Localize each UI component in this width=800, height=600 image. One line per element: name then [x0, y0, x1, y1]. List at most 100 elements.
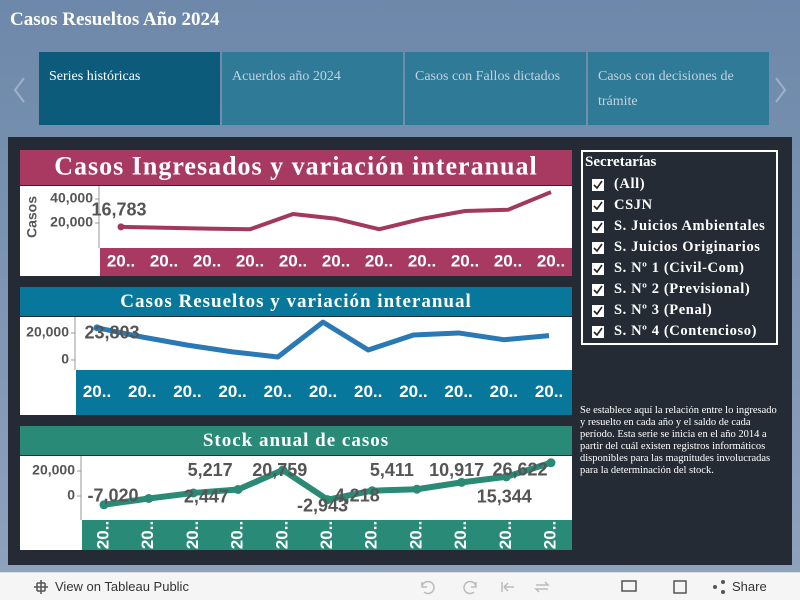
y-axis-label: Casos [24, 196, 40, 238]
x-tick-label: 20.. [490, 382, 518, 401]
data-point [457, 477, 467, 487]
y-tick-label: 20,000 [26, 324, 69, 340]
data-label: -2,943 [297, 495, 348, 515]
x-tick-label: 20.. [150, 251, 178, 270]
filter-label: S. Nº 2 (Previsional) [614, 281, 751, 297]
x-tick-label: 20.. [264, 382, 292, 401]
x-tick-label: 20.. [138, 521, 157, 549]
data-label: 15,344 [477, 487, 532, 507]
y-tick-label: 20,000 [50, 214, 93, 230]
filter-item[interactable]: (All) [585, 174, 774, 195]
x-tick-label: 20.. [322, 251, 350, 270]
x-tick-label: 20.. [408, 251, 436, 270]
data-label: 20,759 [252, 460, 307, 480]
filter-item[interactable]: S. Nº 1 (Civil-Com) [585, 258, 774, 279]
view-link[interactable]: View on Tableau Public [55, 579, 189, 594]
data-point [99, 500, 109, 510]
data-label: 4,218 [335, 485, 380, 505]
x-tick-label: 20.. [93, 521, 112, 549]
data-point [367, 486, 377, 496]
data-point [278, 465, 288, 475]
x-tick-label: 20.. [494, 251, 522, 270]
data-point [117, 223, 125, 231]
charts: Casos Ingresados y variación interanual 2… [20, 150, 572, 550]
data-point [546, 458, 556, 468]
data-label: 5,411 [370, 460, 414, 480]
prev-arrow[interactable] [12, 76, 28, 104]
x-tick-label: 20.. [537, 251, 565, 270]
category-bar [100, 248, 572, 276]
checkbox[interactable] [592, 241, 604, 254]
x-tick-label: 20.. [317, 521, 336, 549]
category-bar [82, 520, 572, 550]
filter-item[interactable]: S. Juicios Ambientales [585, 216, 774, 237]
data-label: 2,447 [184, 487, 229, 507]
checkbox[interactable] [592, 325, 604, 338]
x-tick-label: 20.. [236, 251, 264, 270]
data-label: -7,020 [87, 486, 138, 506]
data-point [412, 484, 422, 494]
filter-item[interactable]: S. Nº 2 (Previsional) [585, 279, 774, 300]
chart-title: Casos Ingresados y variación interanual [54, 151, 537, 180]
x-tick-label: 20.. [183, 521, 202, 549]
filter-label: S. Nº 4 (Contencioso) [614, 323, 758, 339]
data-label: 26,622 [492, 459, 547, 479]
x-tick-label: 20.. [451, 251, 479, 270]
checkbox[interactable] [592, 304, 604, 317]
filter-item[interactable]: S. Juicios Originarios [585, 237, 774, 258]
filter-label: S. Nº 1 (Civil-Com) [614, 260, 745, 276]
data-point [501, 472, 511, 482]
filter: Secretarías (All) CSJN S. Juicios Ambienta… [581, 150, 778, 345]
data-label: 23,803 [84, 323, 139, 343]
x-tick-label: 20.. [228, 521, 247, 549]
tab[interactable]: Casos con decisiones de trámite [588, 52, 769, 125]
data-point [188, 488, 198, 498]
chart-title-bar [20, 287, 572, 316]
filter-label: S. Juicios Ambientales [614, 218, 766, 234]
tab[interactable]: Acuerdos año 2024 [222, 52, 403, 125]
x-tick-label: 20.. [362, 521, 381, 549]
share-button[interactable]: Share [732, 579, 767, 594]
checkbox[interactable] [592, 220, 604, 233]
x-tick-label: 20.. [83, 382, 111, 401]
tab[interactable]: Casos con Fallos dictados [405, 52, 586, 125]
x-tick-label: 20.. [535, 382, 563, 401]
x-tick-label: 20.. [540, 521, 559, 549]
chart-title-bar [20, 426, 572, 455]
y-tick-label: 0 [61, 351, 69, 367]
checkbox[interactable] [592, 178, 604, 191]
tab[interactable]: Series históricas [39, 52, 220, 125]
filter-label: S. Nº 3 (Penal) [614, 302, 713, 318]
x-tick-label: 20.. [354, 382, 382, 401]
x-tick-label: 20.. [451, 521, 470, 549]
checkbox[interactable] [592, 283, 604, 296]
filter-item[interactable]: CSJN [585, 195, 774, 216]
data-point [323, 495, 332, 505]
x-tick-label: 20.. [272, 521, 291, 549]
data-point [93, 324, 101, 332]
data-point [233, 484, 243, 494]
checkbox[interactable] [592, 199, 604, 212]
x-tick-label: 20.. [218, 382, 246, 401]
x-tick-label: 20.. [107, 251, 135, 270]
next-arrow[interactable] [772, 76, 788, 104]
data-point [144, 494, 154, 503]
x-tick-label: 20.. [309, 382, 337, 401]
filter-label: CSJN [614, 197, 653, 213]
data-line [120, 190, 552, 232]
filter-item[interactable]: S. Nº 4 (Contencioso) [585, 321, 774, 342]
filter-label: (All) [614, 176, 646, 192]
filter-label: S. Juicios Originarios [614, 239, 761, 255]
y-tick-label: 20,000 [32, 462, 75, 478]
checkbox[interactable] [592, 262, 604, 275]
data-label: 5,217 [188, 460, 233, 480]
chart-title-bar [20, 150, 572, 185]
filter-item[interactable]: S. Nº 3 (Penal) [585, 300, 774, 321]
x-tick-label: 20.. [173, 382, 201, 401]
x-tick-label: 20.. [128, 382, 156, 401]
toolbar-icons [421, 580, 725, 595]
x-tick-label: 20.. [496, 521, 515, 549]
x-tick-label: 20.. [444, 382, 472, 401]
x-tick-label: 20.. [365, 251, 393, 270]
